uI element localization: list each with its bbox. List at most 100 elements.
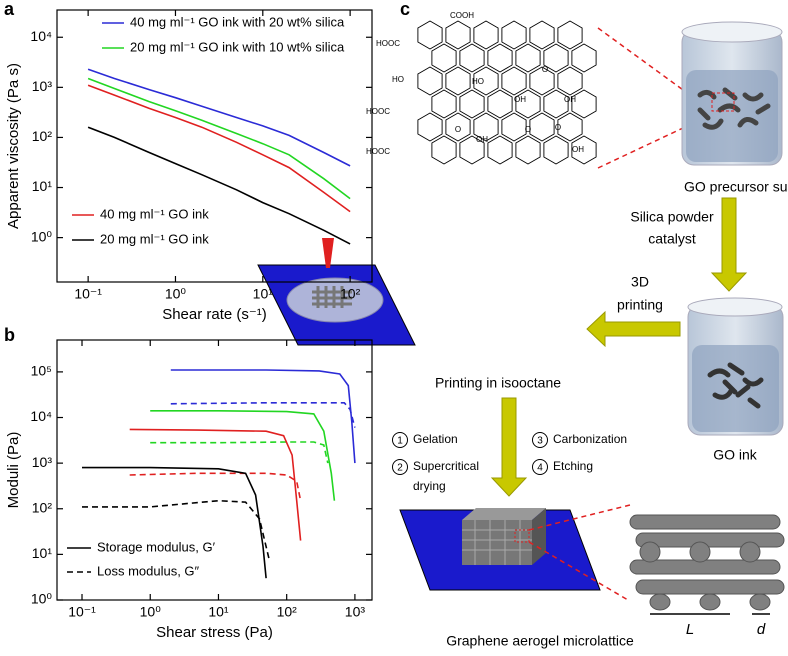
caption: GO ink xyxy=(713,447,758,463)
arrow xyxy=(490,397,528,497)
x-tick-label: 10⁻¹ xyxy=(68,604,96,620)
line xyxy=(170,402,356,428)
ring xyxy=(445,20,471,50)
step-number: 1 xyxy=(397,436,403,447)
line xyxy=(129,472,302,501)
legend-label: 20 mg ml⁻¹ GO ink with 10 wt% silica xyxy=(130,39,345,54)
y-tick-label: 10¹ xyxy=(32,178,53,194)
ring xyxy=(431,89,457,119)
charts: 10⁻¹ 10⁰ 10¹ 10² 10⁰ 10¹ 10² 10³ 10⁴ Shear rate (… xyxy=(5,9,373,641)
x-axis-label: Shear stress (Pa) xyxy=(156,624,273,641)
ring xyxy=(515,43,541,73)
chem-label: OH xyxy=(476,135,488,144)
ring xyxy=(445,66,471,96)
line xyxy=(87,84,351,213)
step-label: Supercritical xyxy=(413,459,479,473)
step-circle xyxy=(392,459,408,475)
y-tick-label: 10⁰ xyxy=(31,228,53,244)
ring xyxy=(557,112,583,142)
ring xyxy=(487,89,513,119)
ring xyxy=(571,89,597,119)
ring xyxy=(501,112,527,142)
ring xyxy=(487,135,513,165)
plot-frame xyxy=(56,339,373,601)
step-label: drying xyxy=(413,479,446,493)
ring xyxy=(445,112,471,142)
x-tick-label: 10² xyxy=(340,286,361,302)
step-number: 4 xyxy=(537,463,543,474)
panel-label: b xyxy=(4,325,15,345)
ring xyxy=(529,112,555,142)
y-tick-label: 10¹ xyxy=(32,545,53,561)
ring xyxy=(529,20,555,50)
y-tick-label: 10³ xyxy=(32,78,53,94)
arrow xyxy=(710,197,748,292)
y-tick-label: 10⁴ xyxy=(30,408,52,424)
x-tick-label: 10² xyxy=(277,604,298,620)
caption: catalyst xyxy=(648,231,696,247)
y-axis-label: Moduli (Pa) xyxy=(5,432,22,509)
legend-label: 40 mg ml⁻¹ GO ink xyxy=(100,206,209,221)
caption: Printing in isooctane xyxy=(435,375,561,391)
zoom-line xyxy=(597,27,691,96)
x-tick-label: 10⁰ xyxy=(140,604,162,620)
chem-label: OH xyxy=(572,145,584,154)
lattice-zoom xyxy=(629,514,785,611)
legend-label: 20 mg ml⁻¹ GO ink xyxy=(100,231,209,246)
chem-label: HOOC xyxy=(376,39,400,48)
ring xyxy=(515,135,541,165)
x-tick-label: 10³ xyxy=(345,604,366,620)
line xyxy=(129,428,302,541)
chem-label: HO xyxy=(392,75,404,84)
step-circle xyxy=(392,432,408,448)
ring xyxy=(543,43,569,73)
x-axis-label: Shear rate (s⁻¹) xyxy=(162,306,267,323)
panel-label: a xyxy=(4,0,15,19)
chem-label: O xyxy=(542,65,548,74)
chem-label: COOH xyxy=(450,11,474,20)
step-circle xyxy=(532,459,548,475)
ring xyxy=(543,89,569,119)
ring xyxy=(431,43,457,73)
y-axis-label: Apparent viscosity (Pa s) xyxy=(5,63,22,229)
y-tick-label: 10⁴ xyxy=(30,28,52,44)
chem-label: O xyxy=(555,123,561,132)
step-number: 2 xyxy=(397,463,403,474)
legend-label: 40 mg ml⁻¹ GO ink with 20 wt% silica xyxy=(130,14,345,29)
chem-label: OH xyxy=(564,95,576,104)
printing-platform xyxy=(257,238,416,346)
legend-label: Loss modulus, G″ xyxy=(97,563,200,578)
ring xyxy=(543,135,569,165)
step-number: 3 xyxy=(537,436,543,447)
ring xyxy=(571,43,597,73)
ring xyxy=(417,112,443,142)
y-tick-label: 10³ xyxy=(32,454,53,470)
ring xyxy=(557,66,583,96)
y-tick-label: 10² xyxy=(32,128,53,144)
ring xyxy=(515,89,541,119)
x-tick-label: 10¹ xyxy=(253,286,274,302)
step-label: Carbonization xyxy=(553,432,627,446)
line xyxy=(87,77,351,200)
plot-frame xyxy=(56,9,373,283)
chem-label: O xyxy=(525,125,531,134)
line xyxy=(150,441,329,464)
caption: Graphene aerogel microlattice xyxy=(446,633,634,649)
ring xyxy=(417,20,443,50)
ring xyxy=(557,20,583,50)
beaker xyxy=(687,297,784,436)
y-tick-label: 10⁰ xyxy=(31,591,53,607)
step-label: Gelation xyxy=(413,432,458,446)
caption: 3D xyxy=(631,274,649,290)
ring xyxy=(529,66,555,96)
line xyxy=(87,68,351,167)
dimension-label: d xyxy=(757,621,766,638)
chem-label: OH xyxy=(514,95,526,104)
line xyxy=(170,369,356,464)
beaker xyxy=(681,21,783,166)
dimension-label: L xyxy=(686,621,694,638)
ring xyxy=(417,66,443,96)
ring xyxy=(571,135,597,165)
y-tick-label: 10⁵ xyxy=(31,363,52,379)
